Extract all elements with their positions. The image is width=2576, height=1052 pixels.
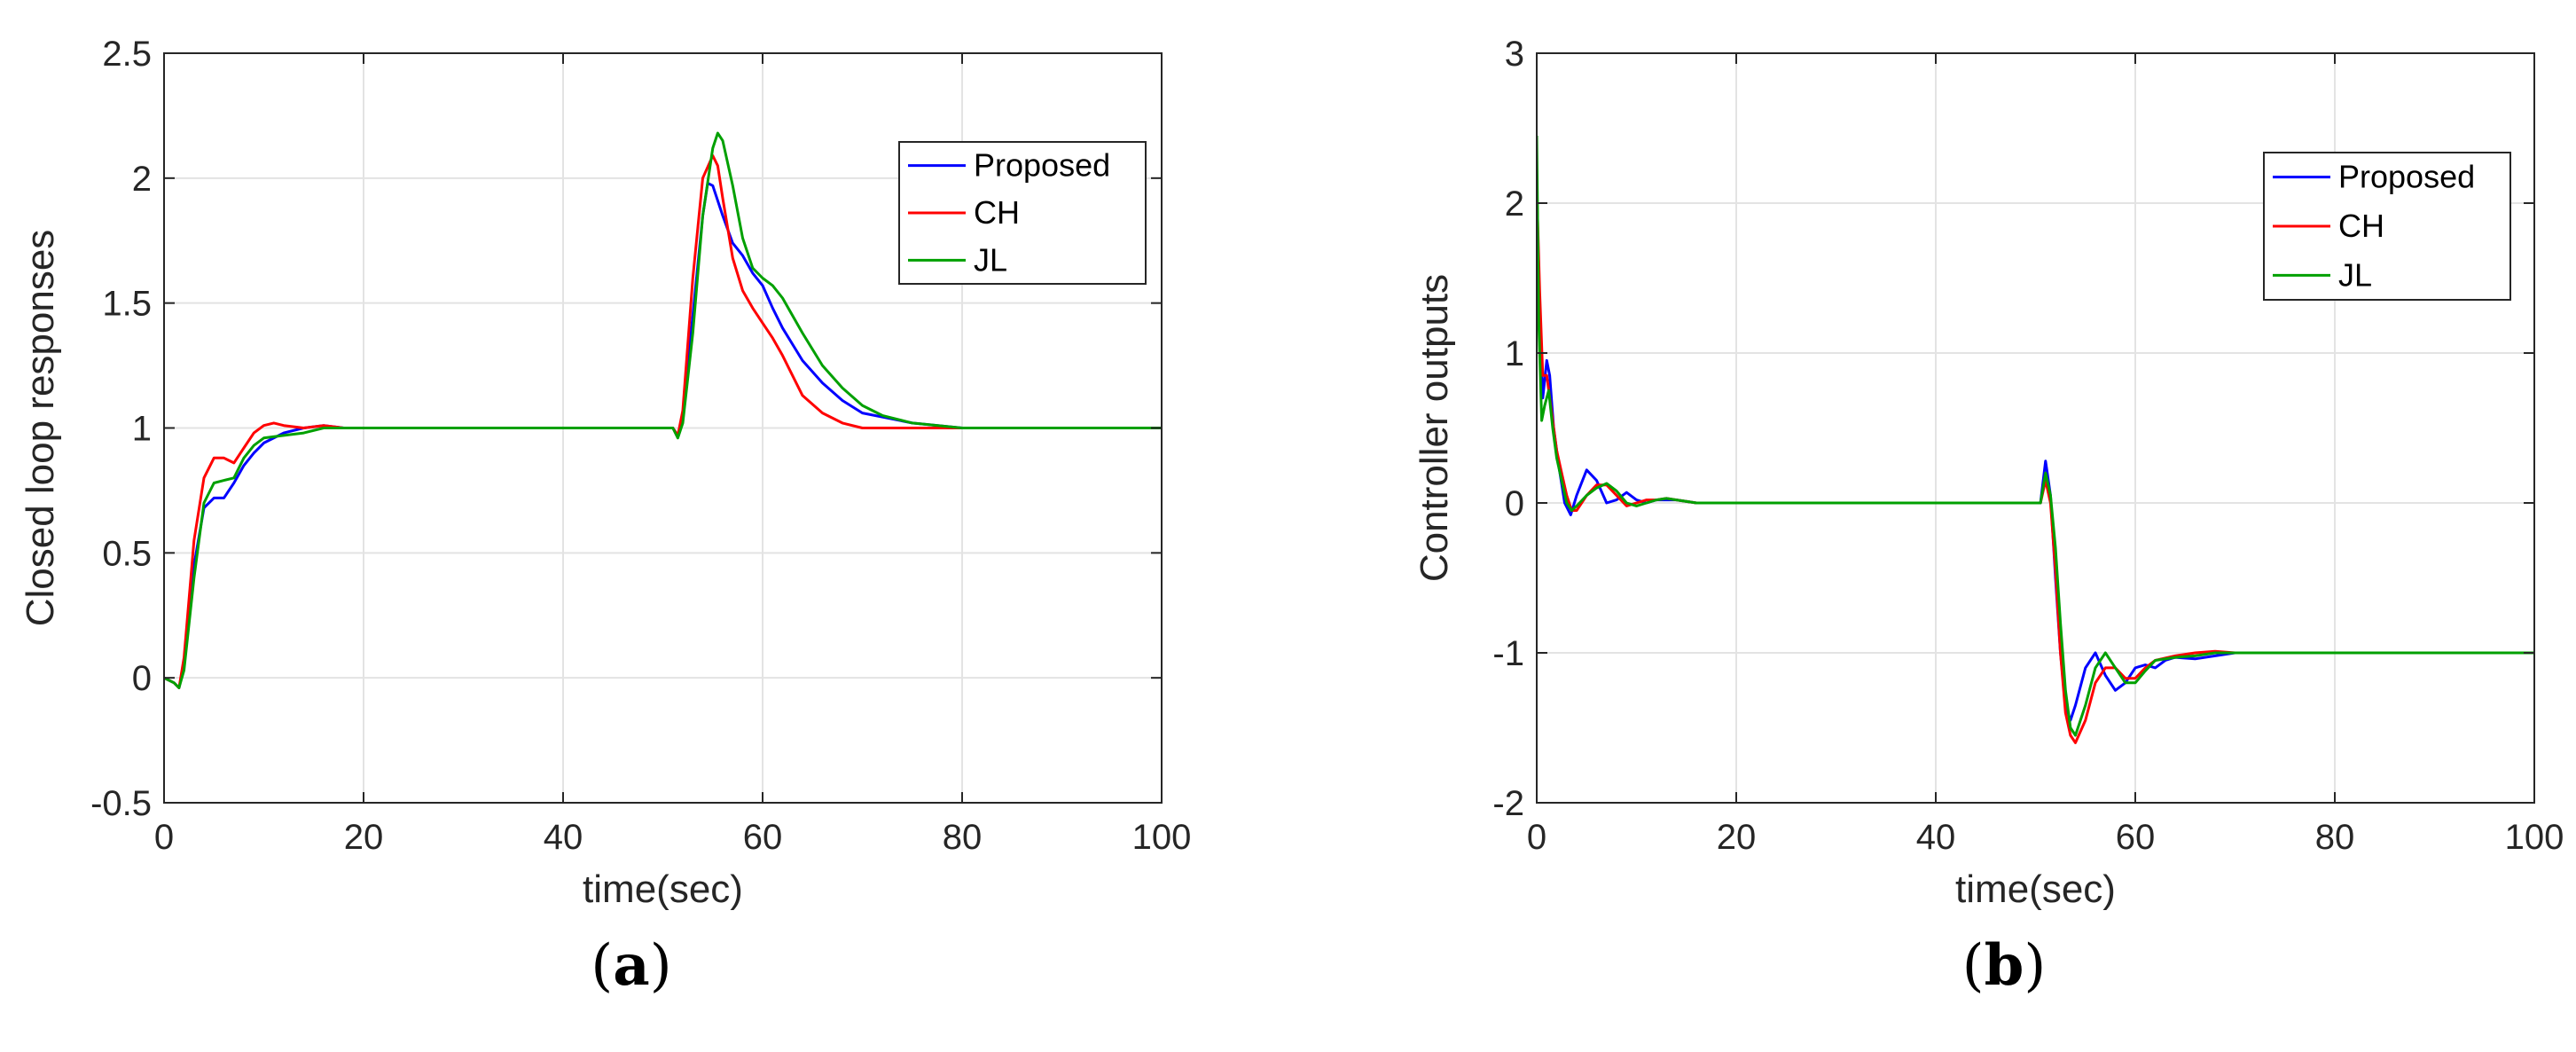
x-tick-label: 0 (1527, 818, 1546, 857)
x-tick-label: 40 (1916, 818, 1956, 857)
caption: (b) (1962, 932, 2047, 999)
x-tick-label: 20 (1717, 818, 1757, 857)
legend-label-proposed: Proposed (2338, 159, 2475, 195)
x-axis-label: time(sec) (583, 868, 743, 911)
series-group (1537, 135, 2534, 744)
y-tick-label: -2 (1492, 784, 1524, 823)
legend-label-ch: CH (2338, 208, 2384, 244)
y-axis-label: Controller outputs (1413, 274, 1456, 582)
y-tick-label: 0 (132, 659, 152, 698)
legend-label-ch: CH (974, 194, 1020, 231)
series-group (164, 131, 1162, 689)
series-line-jl (164, 131, 1162, 689)
y-tick-label: 1 (1505, 334, 1524, 373)
legend: Proposed CH JL (898, 141, 1147, 285)
legend-label-jl: JL (2338, 256, 2372, 293)
y-tick-label: 3 (1505, 35, 1524, 74)
x-tick-label: 20 (344, 818, 384, 857)
axes-box (1536, 52, 2535, 804)
chart-a: 0 20 40 60 80 100-0.500.511.522.5time(sec)Clo… (19, 35, 1191, 999)
chart-b: 0 20 40 60 80 100 -2 -1 0 1 2 3 time(sec) Controller … (1413, 35, 2564, 999)
y-tick-label: 2.5 (102, 35, 152, 74)
caption: (a) (591, 932, 671, 999)
x-axis-label: time(sec) (1955, 868, 2116, 911)
x-tick-label: 80 (2315, 818, 2355, 857)
x-tick-label: 60 (743, 818, 783, 857)
y-tick-label: 2 (132, 160, 152, 199)
x-tick-label: 100 (1132, 818, 1192, 857)
x-tick-label: 60 (2116, 818, 2156, 857)
legend-label-jl: JL (974, 241, 1007, 278)
legend: Proposed CH JL (2263, 152, 2511, 301)
y-tick-label: 1 (132, 410, 152, 449)
y-tick-label: -0.5 (90, 784, 152, 823)
y-tick-label: 2 (1505, 184, 1524, 224)
x-tick-label: 0 (154, 818, 174, 857)
x-tick-label: 40 (544, 818, 583, 857)
y-tick-label: -1 (1492, 634, 1524, 673)
x-tick-label: 80 (943, 818, 983, 857)
y-axis-label: Closed loop responses (19, 230, 62, 627)
y-tick-label: 0 (1505, 484, 1524, 523)
x-tick-label: 100 (2505, 818, 2564, 857)
legend-label-proposed: Proposed (974, 147, 1110, 184)
y-tick-label: 1.5 (102, 285, 152, 324)
series-line-jl (1537, 135, 2534, 737)
y-tick-label: 0.5 (102, 534, 152, 573)
